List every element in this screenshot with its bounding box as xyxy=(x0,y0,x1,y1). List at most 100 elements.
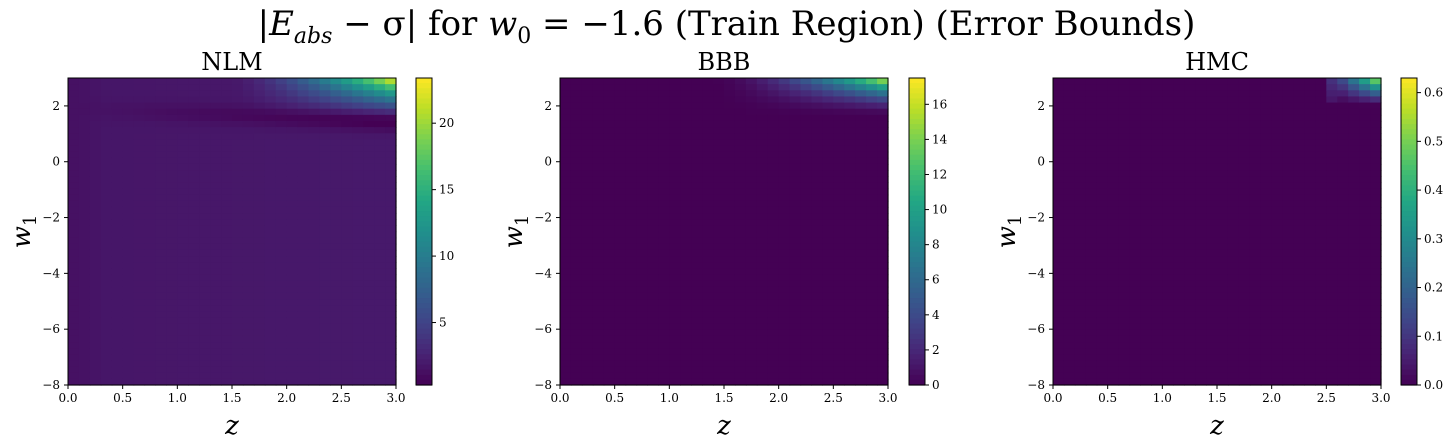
heatmap-cell xyxy=(855,194,867,202)
heatmap-cell xyxy=(68,311,80,319)
heatmap-cell xyxy=(636,170,649,177)
heatmap-cell xyxy=(199,127,211,134)
heatmap-cell xyxy=(822,256,834,263)
heatmap-cell xyxy=(800,348,813,355)
heatmap-cell xyxy=(756,145,769,153)
heatmap-cell xyxy=(1173,206,1185,214)
heatmap-cell xyxy=(866,231,878,239)
heatmap-cell xyxy=(363,114,375,122)
heatmap-cell xyxy=(1085,127,1098,134)
heatmap-cell xyxy=(275,256,288,263)
heatmap-cell xyxy=(1271,372,1284,380)
heatmap-cell xyxy=(614,348,627,355)
heatmap-cell xyxy=(592,219,605,226)
heatmap-cell xyxy=(253,256,266,263)
colorbar-segment xyxy=(909,267,925,274)
heatmap-cell xyxy=(297,225,310,233)
heatmap-cell xyxy=(210,206,222,214)
heatmap-cell xyxy=(1140,200,1152,208)
heatmap-cell xyxy=(691,274,703,282)
heatmap-cell xyxy=(242,231,255,239)
heatmap-cell xyxy=(242,366,255,374)
heatmap-cell xyxy=(264,151,277,159)
heatmap-cell xyxy=(877,194,889,202)
heatmap-cell xyxy=(385,323,397,331)
heatmap-cell xyxy=(702,176,714,183)
heatmap-cell xyxy=(778,335,791,343)
heatmap-cell xyxy=(658,78,670,85)
heatmap-cell xyxy=(330,231,342,239)
heatmap-cell xyxy=(1107,163,1120,171)
heatmap-cell xyxy=(1053,90,1065,98)
heatmap-cell xyxy=(1074,200,1087,208)
heatmap-cell xyxy=(374,348,386,355)
heatmap-cell xyxy=(1271,348,1284,355)
heatmap-cell xyxy=(374,90,386,98)
heatmap-cell xyxy=(264,262,277,269)
heatmap-cell xyxy=(210,372,222,380)
heatmap-cell xyxy=(778,256,791,263)
heatmap-cell xyxy=(1260,286,1273,294)
heatmap-cell xyxy=(1151,286,1163,294)
heatmap-cell xyxy=(1348,163,1360,171)
heatmap-cell xyxy=(702,188,714,196)
heatmap-cell xyxy=(1085,182,1098,190)
heatmap-cell xyxy=(122,84,135,91)
heatmap-cell xyxy=(100,90,113,98)
heatmap-cell xyxy=(844,182,856,190)
heatmap-cell xyxy=(592,145,605,153)
heatmap-cell xyxy=(253,219,266,226)
heatmap-cell xyxy=(844,299,856,306)
heatmap-cell xyxy=(1206,78,1218,85)
heatmap-cell xyxy=(1151,108,1163,116)
heatmap-cell xyxy=(1151,194,1163,202)
heatmap-cell xyxy=(253,163,266,171)
heatmap-cell xyxy=(1107,317,1120,325)
heatmap-cell xyxy=(592,120,605,128)
heatmap-cell xyxy=(253,280,266,288)
heatmap-cell xyxy=(144,237,157,245)
heatmap-cell xyxy=(680,366,692,374)
heatmap-cell xyxy=(1238,151,1251,159)
heatmap-cell xyxy=(1195,299,1207,306)
heatmap-cell xyxy=(1184,243,1196,251)
heatmap-cell xyxy=(1173,256,1185,263)
heatmap-cell xyxy=(877,188,889,196)
heatmap-cell xyxy=(811,354,823,362)
heatmap-cell xyxy=(385,200,397,208)
heatmap-cell xyxy=(1260,133,1273,140)
heatmap-cell xyxy=(253,262,266,269)
heatmap-cell xyxy=(1063,182,1076,190)
heatmap-cell xyxy=(1217,280,1229,288)
heatmap-cell xyxy=(1195,90,1207,98)
heatmap-cell xyxy=(680,237,692,245)
heatmap-cell xyxy=(570,311,583,319)
heatmap-cell xyxy=(855,378,867,386)
heatmap-cell xyxy=(232,348,244,355)
heatmap-cell xyxy=(1074,133,1087,140)
heatmap-cell xyxy=(253,120,266,128)
heatmap-cell xyxy=(374,84,386,91)
heatmap-cell xyxy=(111,323,124,331)
colorbar-tick-label: 0.5 xyxy=(1424,134,1443,148)
heatmap-cell xyxy=(133,84,146,91)
heatmap-cell xyxy=(800,299,813,306)
heatmap-cell xyxy=(1151,323,1163,331)
heatmap-cell xyxy=(636,176,649,183)
heatmap-cell xyxy=(1195,342,1207,349)
heatmap-cell xyxy=(1359,280,1371,288)
heatmap-cell xyxy=(1074,84,1087,91)
heatmap-cell xyxy=(713,317,725,325)
heatmap-cell xyxy=(702,102,714,110)
heatmap-cell xyxy=(1118,378,1131,386)
heatmap-cell xyxy=(1074,342,1087,349)
heatmap-cell xyxy=(1271,256,1284,263)
heatmap-cell xyxy=(100,280,113,288)
heatmap-cell xyxy=(713,170,725,177)
heatmap-cell xyxy=(702,114,714,122)
heatmap-cell xyxy=(1326,274,1338,282)
heatmap-cell xyxy=(1370,108,1382,116)
heatmap-cell xyxy=(177,268,189,276)
colorbar-segment xyxy=(909,216,925,222)
heatmap-cell xyxy=(1096,188,1109,196)
